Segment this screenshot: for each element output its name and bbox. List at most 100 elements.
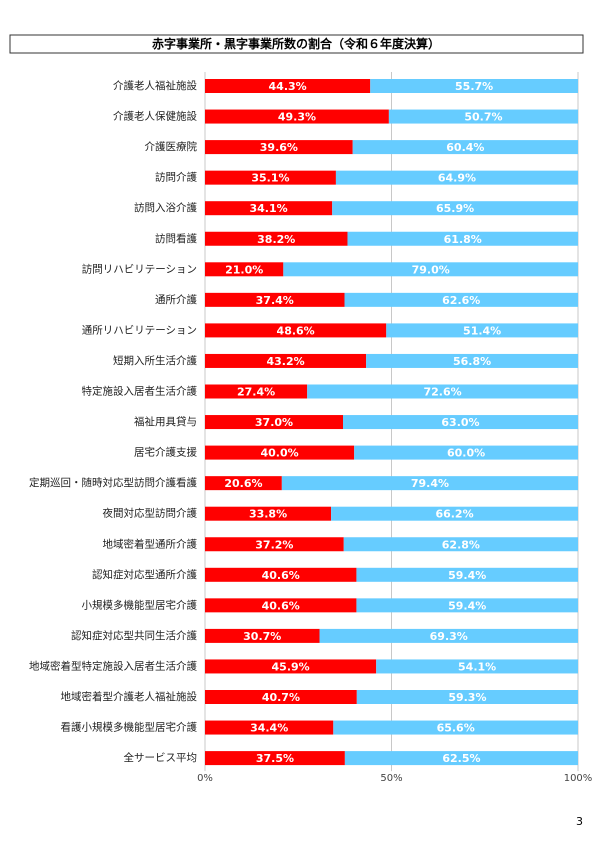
category-label: 福祉用具貸与	[134, 415, 197, 428]
value-label: 59.4%	[448, 569, 486, 582]
value-label: 40.6%	[262, 569, 300, 582]
value-label: 50.7%	[464, 111, 502, 124]
bar-segment	[352, 140, 578, 155]
category-label: 地域密着型通所介護	[103, 537, 198, 550]
bar-segment	[344, 751, 578, 766]
bar-segment	[205, 628, 320, 643]
value-label: 37.2%	[255, 538, 293, 551]
bar-segment	[205, 109, 389, 124]
value-label: 40.6%	[262, 599, 300, 612]
bar-segment	[347, 231, 578, 246]
value-label: 69.3%	[430, 630, 468, 643]
value-label: 72.6%	[424, 386, 462, 399]
value-label: 33.8%	[249, 508, 287, 521]
bar-segment	[205, 170, 336, 185]
value-label: 79.0%	[412, 263, 450, 276]
bar-segment	[205, 323, 387, 338]
category-label: 看護小規模多機能型居宅介護	[61, 721, 198, 734]
value-label: 60.4%	[446, 141, 484, 154]
value-label: 34.1%	[250, 202, 288, 215]
bar-segment	[281, 476, 578, 491]
value-label: 62.5%	[442, 752, 480, 765]
category-label: 認知症対応型通所介護	[92, 568, 197, 581]
value-label: 65.6%	[437, 722, 475, 735]
value-label: 35.1%	[251, 172, 289, 185]
bar-segment	[333, 720, 578, 735]
value-label: 39.6%	[260, 141, 298, 154]
category-label: 通所介護	[155, 293, 197, 306]
bar-segment	[205, 262, 284, 277]
bar-segment	[343, 537, 578, 552]
value-label: 21.0%	[225, 263, 263, 276]
bar-segment	[205, 690, 357, 704]
value-label: 37.5%	[256, 752, 294, 765]
value-label: 66.2%	[435, 508, 473, 521]
bar-segment	[205, 140, 353, 155]
bar-segment	[205, 79, 371, 93]
category-label: 特定施設入居者生活介護	[82, 385, 198, 398]
value-label: 37.0%	[255, 416, 293, 429]
bar-segment	[205, 415, 344, 430]
bar-segment	[388, 109, 578, 124]
bar-segment	[205, 506, 332, 521]
value-label: 64.9%	[438, 172, 476, 185]
x-tick-label: 100%	[564, 773, 592, 784]
bar-segment	[370, 79, 578, 93]
bar-segment	[205, 231, 348, 246]
value-label: 44.3%	[269, 80, 307, 93]
category-label: 定期巡回・随時対応型訪問介護看護	[29, 476, 197, 489]
bar-segment	[344, 292, 578, 307]
value-label: 27.4%	[237, 386, 275, 399]
chart-title: 赤字事業所・黒字事業所数の割合（令和６年度決算）	[152, 36, 440, 51]
bar-segment	[343, 415, 578, 430]
bar-segment	[205, 537, 344, 552]
value-label: 38.2%	[257, 233, 295, 246]
category-label: 短期入所生活介護	[113, 354, 197, 367]
value-label: 56.8%	[453, 355, 491, 368]
bar-segment	[386, 323, 578, 338]
bar-segment	[319, 628, 578, 643]
category-label: 訪問介護	[155, 171, 197, 184]
bar-segment	[205, 384, 308, 399]
category-label: 夜間対応型訪問介護	[103, 507, 198, 520]
value-label: 40.0%	[261, 447, 299, 460]
bar-segment	[205, 445, 355, 460]
value-label: 55.7%	[455, 80, 493, 93]
page-number: 3	[576, 815, 583, 828]
bar-segment	[376, 659, 578, 674]
category-label: 介護医療院	[145, 140, 198, 153]
bar-segment	[335, 170, 578, 185]
bar-segment	[331, 506, 578, 521]
bar-segment	[205, 598, 357, 613]
value-label: 40.7%	[262, 691, 300, 704]
category-label: 地域密着型特定施設入居者生活介護	[29, 659, 197, 672]
bar-segment	[205, 659, 377, 674]
value-label: 54.1%	[458, 660, 496, 673]
category-label: 通所リハビリテーション	[82, 324, 197, 336]
value-label: 62.8%	[442, 538, 480, 551]
bar-segment	[205, 353, 367, 368]
value-label: 30.7%	[243, 630, 281, 643]
title-box	[9, 34, 584, 54]
bar-segment	[307, 384, 578, 399]
category-label: 認知症対応型共同生活介護	[71, 629, 197, 642]
bar-segment	[205, 751, 345, 766]
category-label: 全サービス平均	[124, 751, 198, 764]
value-label: 59.4%	[448, 599, 486, 612]
value-label: 45.9%	[272, 660, 310, 673]
bar-segment	[283, 262, 578, 277]
value-label: 37.4%	[256, 294, 294, 307]
category-label: 地域密着型介護老人福祉施設	[61, 690, 198, 703]
bar-segment	[356, 690, 578, 704]
value-label: 49.3%	[278, 111, 316, 124]
category-label: 介護老人福祉施設	[113, 79, 197, 92]
bar-segment	[205, 292, 345, 307]
category-label: 訪問看護	[155, 232, 197, 245]
bar-segment	[356, 567, 578, 582]
bar-segment	[205, 201, 333, 216]
category-label: 介護老人保健施設	[113, 110, 197, 123]
bar-segment	[332, 201, 578, 216]
value-label: 61.8%	[444, 233, 482, 246]
value-label: 79.4%	[411, 477, 449, 490]
